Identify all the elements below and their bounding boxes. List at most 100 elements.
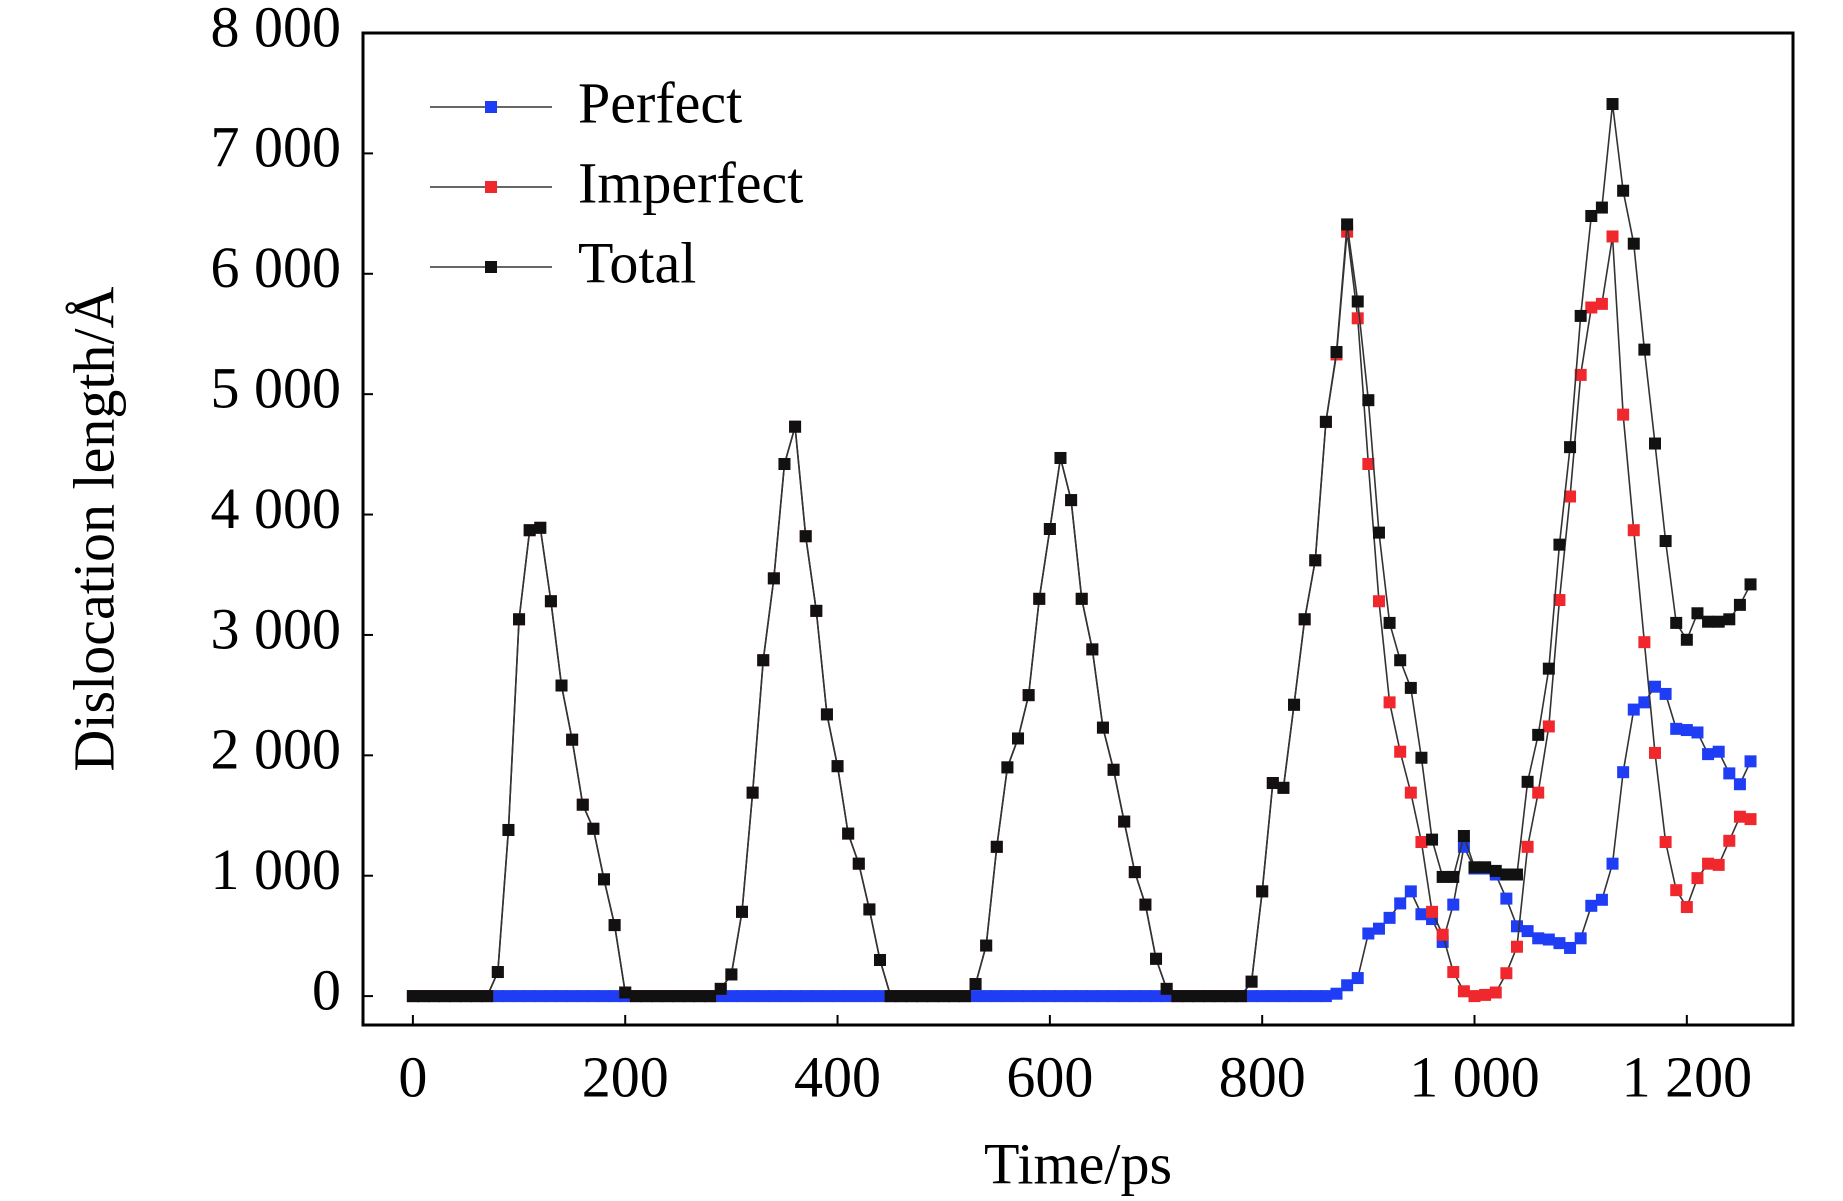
data-point: [608, 990, 621, 1003]
data-point: [1744, 755, 1757, 768]
data-point: [810, 604, 823, 617]
data-point: [1256, 990, 1269, 1003]
data-point: [534, 990, 547, 1003]
data-point: [1712, 858, 1725, 871]
data-point: [428, 990, 441, 1003]
data-point: [820, 990, 833, 1003]
legend-marker: [485, 181, 497, 193]
data-point: [1691, 726, 1704, 739]
data-point: [1595, 201, 1608, 214]
y-tick-label: 7 000: [211, 115, 342, 180]
data-point: [905, 990, 918, 1003]
data-point: [449, 990, 462, 1003]
data-point: [640, 990, 653, 1003]
data-point: [1245, 990, 1258, 1003]
data-point: [1341, 979, 1354, 992]
data-point: [746, 990, 759, 1003]
data-point: [1574, 368, 1587, 381]
data-point: [1213, 990, 1226, 1003]
legend-label: Imperfect: [578, 150, 803, 215]
data-point: [470, 990, 483, 1003]
data-point: [1394, 745, 1407, 758]
data-point: [1648, 680, 1661, 693]
data-point: [1150, 952, 1163, 965]
data-point: [1160, 982, 1173, 995]
data-point: [831, 990, 844, 1003]
data-point: [1372, 526, 1385, 539]
x-tick-label: 400: [794, 1044, 881, 1109]
data-point: [1564, 490, 1577, 503]
data-point: [1638, 343, 1651, 356]
data-point: [1457, 829, 1470, 842]
data-point: [523, 990, 536, 1003]
data-point: [1362, 457, 1375, 470]
legend-marker: [485, 101, 497, 113]
data-point: [990, 990, 1003, 1003]
data-point: [1447, 966, 1460, 979]
data-point: [1542, 933, 1555, 946]
data-point: [948, 990, 961, 1003]
data-point: [1489, 864, 1502, 877]
data-point: [1733, 778, 1746, 791]
data-point: [1022, 689, 1035, 702]
x-tick-label: 0: [398, 1044, 427, 1109]
data-point: [1298, 613, 1311, 626]
data-point: [1564, 441, 1577, 454]
data-point: [566, 733, 579, 746]
data-point: [1426, 905, 1439, 918]
data-point: [1436, 870, 1449, 883]
data-point: [1128, 990, 1141, 1003]
data-point: [1638, 636, 1651, 649]
data-point: [1139, 898, 1152, 911]
data-point: [491, 966, 504, 979]
data-point: [1351, 295, 1364, 308]
data-point: [1394, 654, 1407, 667]
data-point: [1096, 990, 1109, 1003]
data-point: [1022, 990, 1035, 1003]
data-point: [1553, 538, 1566, 551]
data-point: [1404, 681, 1417, 694]
data-point: [1330, 987, 1343, 1000]
data-point: [778, 990, 791, 1003]
data-point: [1266, 777, 1279, 790]
data-point: [597, 990, 610, 1003]
data-point: [820, 708, 833, 721]
data-point: [1298, 990, 1311, 1003]
data-point: [1723, 767, 1736, 780]
series-line: [412, 231, 1751, 997]
data-point: [1468, 990, 1481, 1003]
data-point: [1585, 899, 1598, 912]
data-point: [1564, 941, 1577, 954]
data-point: [661, 990, 674, 1003]
data-point: [1521, 840, 1534, 853]
data-point: [1139, 990, 1152, 1003]
legend-label: Perfect: [578, 70, 742, 135]
data-point: [1107, 763, 1120, 776]
data-point: [1723, 613, 1736, 626]
x-tick-label: 200: [582, 1044, 669, 1109]
data-point: [1712, 745, 1725, 758]
data-point: [1574, 309, 1587, 322]
data-point: [852, 990, 865, 1003]
data-point: [1065, 494, 1078, 507]
data-point: [1266, 990, 1279, 1003]
data-point: [1256, 885, 1269, 898]
data-point: [842, 827, 855, 840]
data-point: [1733, 598, 1746, 611]
data-point: [1001, 761, 1014, 774]
data-point: [566, 990, 579, 1003]
data-point: [1521, 775, 1534, 788]
y-tick-label: 4 000: [211, 476, 342, 541]
data-point: [1648, 437, 1661, 450]
data-point: [1203, 990, 1216, 1003]
data-point: [1075, 592, 1088, 605]
data-point: [1075, 990, 1088, 1003]
data-point: [1086, 990, 1099, 1003]
data-point: [874, 953, 887, 966]
data-point: [863, 903, 876, 916]
data-point: [1585, 301, 1598, 314]
data-point: [502, 990, 515, 1003]
data-point: [693, 990, 706, 1003]
data-point: [1043, 523, 1056, 535]
data-point: [789, 420, 802, 433]
